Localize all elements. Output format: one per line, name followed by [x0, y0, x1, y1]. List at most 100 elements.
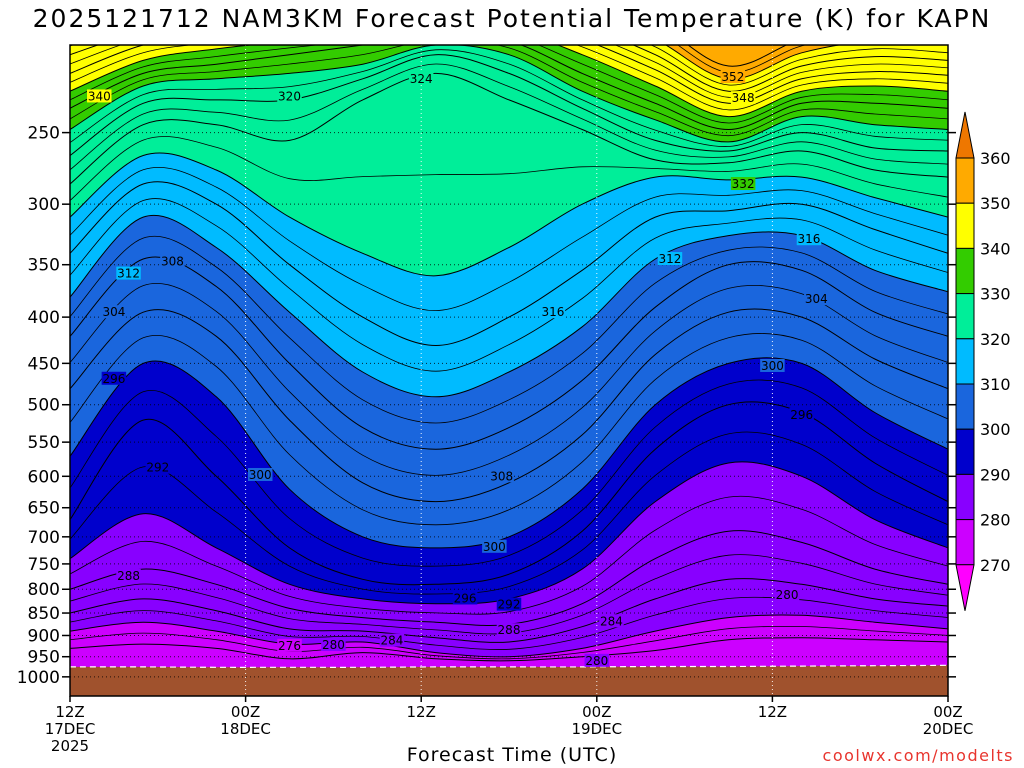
contour-label-bg: [774, 588, 800, 602]
colorbar-label: 270: [980, 556, 1011, 575]
x-tick-label: 12Z: [407, 703, 436, 721]
y-tick-label: 750: [28, 555, 60, 575]
contour-label-bg: [720, 70, 746, 84]
contour-label: 312: [659, 252, 682, 266]
contour-label: 352: [721, 70, 744, 84]
y-tick-label: 400: [28, 308, 60, 328]
contour-label-bg: [584, 653, 610, 667]
x-tick-label: 19DEC: [572, 720, 623, 738]
y-tick-label: 950: [28, 648, 60, 668]
contour-label-bg: [116, 568, 141, 582]
contour-label-bg: [116, 266, 141, 280]
x-tick-label: 17DEC: [45, 720, 96, 738]
plot-frame: [69, 44, 949, 697]
colorbar-label: 350: [980, 194, 1011, 213]
contour-label: 340: [88, 89, 111, 103]
isentrope-276: [70, 637, 948, 662]
contour-label: 348: [732, 91, 755, 105]
contour-label: 316: [798, 232, 821, 246]
contour-label: 276: [278, 639, 301, 653]
contour-label-bg: [321, 637, 346, 651]
colorbar-label: 320: [980, 330, 1011, 349]
contour-label: 300: [761, 359, 784, 373]
isentrope-304: [70, 308, 948, 503]
y-tick-label: 1000: [17, 668, 60, 688]
y-tick-label: 250: [28, 124, 60, 144]
y-tick-label: 450: [28, 354, 60, 374]
x-tick-label: 12Z: [55, 703, 84, 721]
isentrope-350: [70, 45, 948, 86]
isentrope-298: [70, 379, 948, 567]
x-axis-label: Forecast Time (UTC): [406, 744, 618, 766]
colorbar-bin: [955, 519, 975, 566]
y-tick-label: 550: [28, 433, 60, 453]
isentrope-306: [70, 282, 948, 476]
plot-area: 340 320 324 352 348 332 316 312 304 308 312 304 316 2…: [69, 44, 949, 697]
colorbar-bottom-arrow: [955, 564, 975, 611]
isentrope-310: [70, 235, 948, 424]
isentrope-282: [70, 596, 948, 650]
chart-title: 2025121712 NAM3KM Forecast Potential Tem…: [32, 4, 992, 33]
contour-label-bg: [730, 91, 756, 105]
x-tick-label: 00Z: [933, 703, 962, 721]
y-axis: 2503003504004505005506006507007508008509…: [17, 124, 956, 688]
colorbar-label: 300: [980, 420, 1011, 439]
x-tick-label: 00Z: [582, 703, 611, 721]
colorbar-bin: [955, 338, 975, 385]
contour-label-bg: [789, 407, 814, 421]
y-tick-label: 300: [28, 195, 60, 215]
y-tick-label: 650: [28, 499, 60, 519]
isentrope-294: [70, 431, 948, 595]
contour-label: 284: [600, 614, 623, 628]
credit-text: coolwx.com/modelts: [822, 746, 1014, 765]
isentrope-318: [70, 166, 948, 312]
isentrope-352: [665, 45, 948, 80]
isentrope-302: [70, 333, 948, 526]
plot-fill-layer: 340 320 324 352 348 332 316 312 304 308 312 304 316 2…: [70, 45, 948, 696]
contour-label-bg: [540, 305, 566, 319]
isentrope-324: [70, 72, 948, 185]
x-tick-label: 00Z: [231, 703, 260, 721]
isentrope-300: [70, 357, 948, 549]
grid-lines: [70, 45, 948, 696]
colorbar-label: 290: [980, 465, 1011, 484]
contour-label: 300: [249, 468, 272, 482]
colorbar-bin: [955, 383, 975, 430]
isentrope-348: [70, 45, 948, 92]
contour-label: 296: [454, 591, 477, 605]
contour-label: 280: [776, 588, 799, 602]
y-tick-label: 800: [28, 580, 60, 600]
colorbar-bin: [955, 293, 975, 340]
isentrope-322: [70, 136, 948, 201]
contour-label-bg: [496, 623, 522, 637]
colorbar-label: 330: [980, 285, 1011, 304]
contour-label: 296: [102, 372, 125, 386]
contour-label-bg: [101, 305, 127, 319]
contour-label: 288: [498, 623, 521, 637]
contour-label-bg: [145, 460, 171, 474]
colorbar-bin: [955, 202, 975, 249]
isentrope-354: [677, 45, 807, 73]
isentrope-344: [70, 45, 948, 104]
isentrope-278: [70, 625, 948, 660]
contour-label: 304: [102, 305, 125, 319]
contour-label-bg: [87, 89, 112, 103]
contour-label-bg: [482, 539, 507, 553]
contour-label-bg: [160, 254, 185, 268]
isentrope-316: [70, 181, 948, 347]
isentrope-308: [70, 256, 948, 450]
y-tick-label: 850: [28, 604, 60, 624]
contour-label-bg: [496, 597, 522, 611]
isentrope-280: [70, 614, 948, 658]
contour-label: 288: [117, 569, 140, 583]
y-tick-label: 900: [28, 626, 60, 646]
ground-terrain: [70, 664, 948, 696]
contour-label-bg: [247, 467, 273, 481]
y-tick-label: 700: [28, 528, 60, 548]
colorbar-label: 310: [980, 375, 1011, 394]
x-tick-label: 2025: [51, 737, 89, 755]
isentrope-330: [70, 49, 948, 147]
contour-label-bg: [452, 591, 478, 605]
